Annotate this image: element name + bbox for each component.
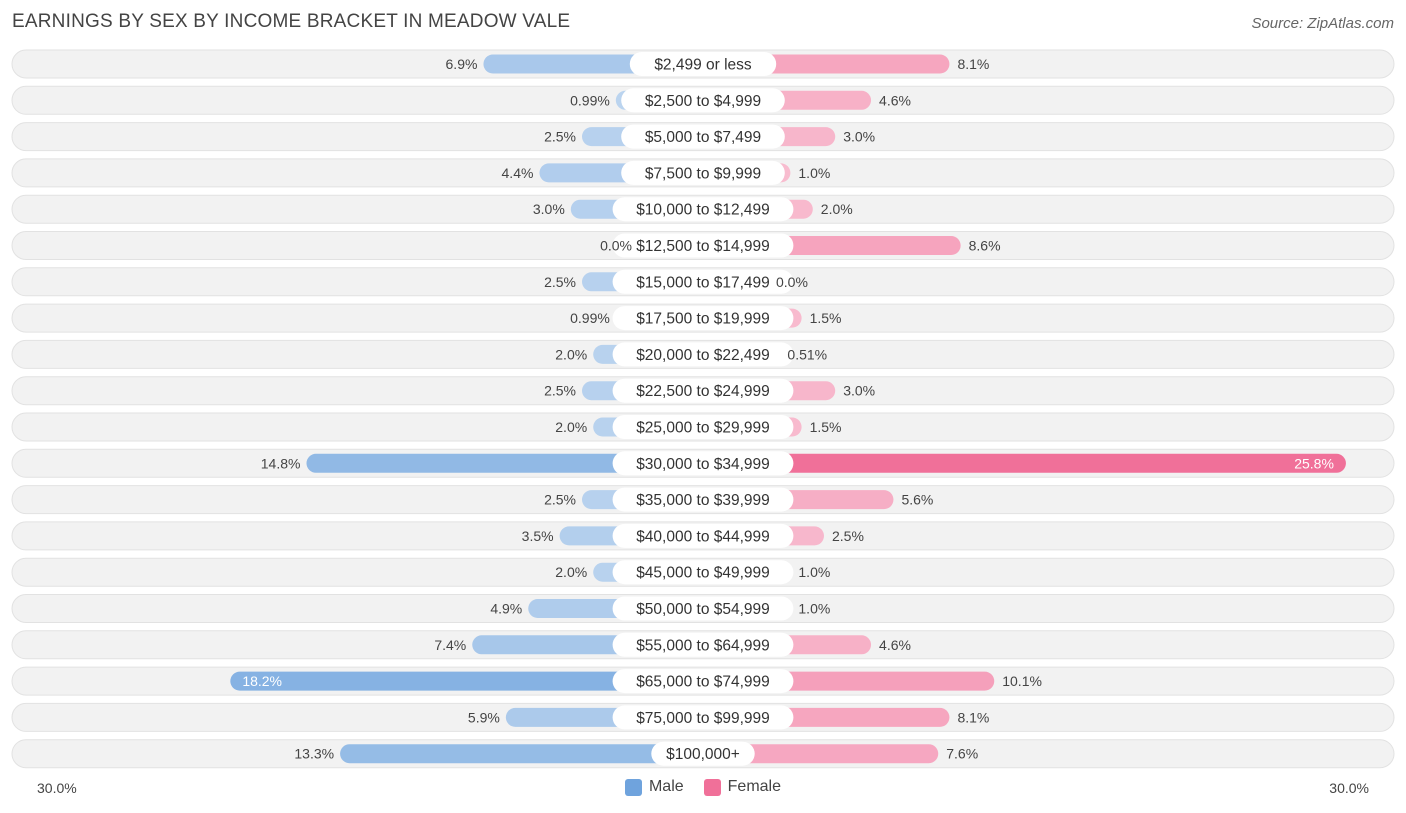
category-label-bg [612, 233, 794, 258]
value-label-male: 2.0% [555, 564, 587, 580]
value-label-female: 8.6% [969, 238, 1001, 254]
category-label: $55,000 to $64,999 [636, 637, 770, 654]
category-label: $5,000 to $7,499 [645, 129, 761, 146]
category-label: $10,000 to $12,499 [636, 202, 770, 219]
value-label-female: 4.6% [879, 92, 911, 108]
category-label: $50,000 to $54,999 [636, 601, 770, 618]
legend-swatch-male [624, 778, 642, 796]
category-label-bg [612, 269, 794, 294]
category-label-bg [621, 160, 785, 185]
category-label-bg [612, 523, 794, 548]
category-label: $30,000 to $34,999 [636, 456, 770, 473]
value-label-male: 2.0% [555, 346, 587, 362]
category-label-bg [612, 596, 794, 621]
category-label: $2,499 or less [654, 57, 752, 74]
category-label-bg [629, 52, 777, 76]
legend-item-male: Male [624, 778, 684, 796]
category-label-bg [612, 451, 794, 476]
category-label: $75,000 to $99,999 [636, 710, 770, 727]
value-label-male: 2.5% [544, 492, 576, 508]
value-label-male: 0.99% [570, 310, 610, 326]
value-label-male: 5.9% [468, 709, 500, 725]
category-label: $22,500 to $24,999 [636, 383, 770, 400]
value-label-male: 7.4% [434, 637, 466, 653]
category-label: $45,000 to $49,999 [636, 565, 770, 582]
category-label-bg [612, 306, 794, 331]
category-label-bg [612, 342, 794, 367]
value-label-female: 0.51% [787, 346, 827, 362]
category-label: $7,500 to $9,999 [645, 165, 761, 182]
category-label: $2,500 to $4,999 [645, 93, 761, 110]
value-label-male: 2.0% [555, 419, 587, 435]
value-label-female: 5.6% [901, 492, 933, 508]
category-label: $15,000 to $17,499 [636, 274, 770, 291]
category-label: $40,000 to $44,999 [636, 528, 770, 545]
bar-male [340, 744, 703, 764]
value-label-female: 2.5% [832, 528, 864, 544]
value-label-male: 3.5% [522, 528, 554, 544]
value-label-female: 2.0% [821, 201, 853, 217]
value-label-male: 18.2% [242, 673, 282, 689]
legend: Male Female [0, 778, 1406, 796]
value-label-male: 4.4% [502, 165, 534, 181]
value-label-female: 0.0% [776, 274, 808, 290]
category-label-bg [612, 197, 794, 222]
value-label-male: 14.8% [261, 455, 301, 471]
value-label-male: 3.0% [533, 201, 565, 217]
category-label-bg [612, 415, 794, 439]
value-label-male: 2.5% [544, 274, 576, 290]
category-label-bg [612, 669, 794, 694]
category-label-bg [612, 560, 794, 585]
category-label-bg [612, 487, 794, 512]
category-label: $35,000 to $39,999 [636, 492, 770, 509]
value-label-female: 1.0% [798, 165, 830, 181]
value-label-female: 3.0% [843, 383, 875, 399]
category-label-bg [621, 88, 785, 113]
legend-label-male: Male [648, 778, 684, 795]
category-label-bg [612, 632, 794, 657]
value-label-female: 4.6% [879, 637, 911, 653]
bar-male [306, 453, 703, 473]
value-label-male: 13.3% [294, 746, 334, 762]
legend-item-female: Female [703, 778, 782, 796]
value-label-male: 4.9% [490, 601, 522, 617]
category-label: $20,000 to $22,499 [636, 347, 770, 364]
axis-label-right: 30.0% [1329, 780, 1369, 796]
value-label-female: 1.5% [810, 419, 842, 435]
value-label-male: 2.5% [544, 129, 576, 145]
value-label-female: 8.1% [957, 709, 989, 725]
value-label-female: 25.8% [1294, 455, 1334, 471]
category-label: $65,000 to $74,999 [636, 674, 770, 691]
value-label-female: 1.0% [798, 564, 830, 580]
value-label-female: 3.0% [843, 129, 875, 145]
chart-source: Source: ZipAtlas.com [1251, 15, 1394, 32]
value-label-male: 0.99% [570, 92, 610, 108]
value-label-female: 1.5% [810, 310, 842, 326]
value-label-female: 7.6% [946, 746, 978, 762]
category-label: $25,000 to $29,999 [636, 420, 770, 437]
bar-male [230, 671, 703, 691]
category-label-bg [651, 741, 755, 766]
value-label-female: 10.1% [1002, 673, 1042, 689]
category-label-bg [621, 124, 785, 149]
category-label: $100,000+ [666, 746, 740, 763]
axis-label-left: 30.0% [37, 780, 77, 796]
value-label-male: 6.9% [446, 56, 478, 72]
legend-swatch-female [703, 778, 721, 796]
category-label-bg [612, 705, 794, 730]
value-label-male: 0.0% [600, 238, 632, 254]
value-label-female: 8.1% [957, 56, 989, 72]
legend-label-female: Female [727, 778, 782, 795]
value-label-female: 1.0% [798, 601, 830, 617]
value-label-male: 2.5% [544, 383, 576, 399]
category-label: $17,500 to $19,999 [636, 311, 770, 328]
chart-title: EARNINGS BY SEX BY INCOME BRACKET IN MEA… [12, 11, 571, 32]
bar-female [703, 453, 1346, 473]
category-label-bg [612, 378, 794, 403]
category-label: $12,500 to $14,999 [636, 238, 770, 255]
bar-female [703, 744, 939, 764]
